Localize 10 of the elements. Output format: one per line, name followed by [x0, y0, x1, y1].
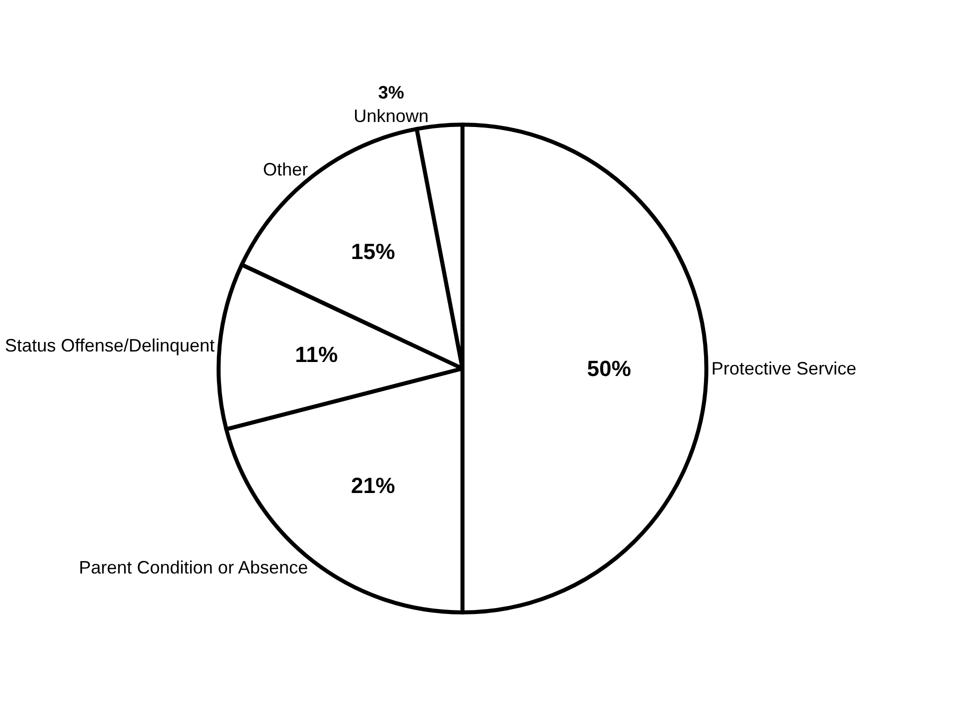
data-label: 3% [378, 82, 404, 102]
slice-label: Protective Service [711, 358, 856, 378]
slice-label: Unknown [354, 106, 429, 126]
slice-label: Parent Condition or Absence [78, 557, 308, 578]
slice-label: Other [262, 160, 308, 180]
data-label: 11% [295, 342, 338, 367]
slice-label: Status Offense/Delinquent [4, 335, 215, 356]
data-label: 21% [351, 473, 396, 498]
data-label: 15% [351, 239, 396, 264]
data-label: 50% [587, 356, 632, 381]
